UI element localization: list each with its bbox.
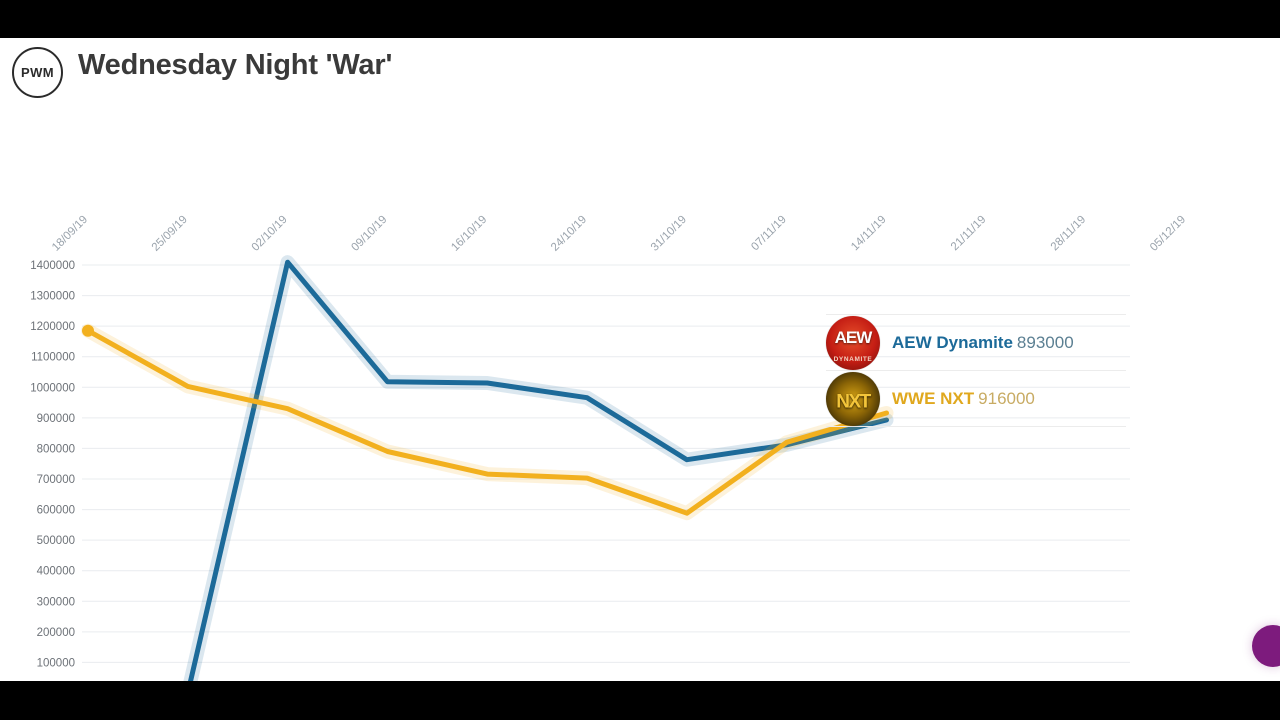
page-title: Wednesday Night 'War' xyxy=(78,49,393,81)
letterbox-top xyxy=(0,0,1280,38)
y-axis-tick-label: 1000000 xyxy=(30,382,75,394)
y-axis-tick-label: 900000 xyxy=(37,413,75,425)
legend-name-aew: AEW Dynamite xyxy=(892,332,1013,352)
legend-value-nxt: 916000 xyxy=(978,388,1035,408)
x-axis-tick-label: 21/11/19 xyxy=(949,214,989,254)
x-axis-tick-labels: 18/09/19 25/09/19 02/10/19 09/10/19 16/10/19… xyxy=(50,214,1188,254)
y-axis-tick-label: 1400000 xyxy=(30,260,75,272)
y-axis-tick-labels: 0100000200000300000400000500000600000700… xyxy=(30,260,75,669)
x-axis-tick-label: 31/10/19 xyxy=(649,214,689,254)
y-axis-tick-label: 400000 xyxy=(37,566,75,578)
aew-logo-icon: AEW DYNAMITE xyxy=(826,315,880,370)
line-chart-plot: 0100000200000300000400000500000600000700… xyxy=(0,100,1280,681)
letterbox-bottom xyxy=(0,681,1280,720)
y-axis-tick-label: 1300000 xyxy=(30,291,75,303)
y-axis-tick-label: 600000 xyxy=(37,505,75,517)
x-axis-tick-label: 18/09/19 xyxy=(50,214,90,254)
nxt-logo-glyph: NXT xyxy=(836,390,871,412)
aew-logo-subtext: DYNAMITE xyxy=(833,355,873,363)
legend-name-nxt: WWE NXT xyxy=(892,388,975,408)
legend-label-nxt: WWE NXT 916000 xyxy=(892,389,1035,409)
y-axis-tick-label: 200000 xyxy=(37,627,75,639)
x-axis-tick-label: 24/10/19 xyxy=(549,214,589,254)
x-axis-tick-label: 14/11/19 xyxy=(849,214,889,254)
nxt-logo-icon: NXT xyxy=(826,371,880,426)
corner-watermark-bubble xyxy=(1252,625,1280,667)
legend-label-aew: AEW Dynamite 893000 xyxy=(892,333,1074,353)
chart-header: PWM Wednesday Night 'War' xyxy=(0,38,1280,100)
y-axis-tick-label: 100000 xyxy=(37,657,75,669)
y-axis-tick-label: 300000 xyxy=(37,596,75,608)
pwm-logo-icon: PWM xyxy=(12,47,63,98)
legend-value-aew: 893000 xyxy=(1016,332,1074,352)
series-line-nxt xyxy=(85,328,889,516)
y-axis-tick-label: 800000 xyxy=(37,443,75,455)
x-axis-tick-label: 09/10/19 xyxy=(349,214,389,254)
chart-svg: 0100000200000300000400000500000600000700… xyxy=(30,214,1188,681)
chart-canvas: PWM Wednesday Night 'War' 01000002000003… xyxy=(0,38,1280,681)
series-start-marker-nxt xyxy=(82,324,94,337)
x-axis-tick-label: 25/09/19 xyxy=(150,214,190,254)
y-axis-tick-label: 1100000 xyxy=(31,352,75,364)
y-axis-tick-label: 1200000 xyxy=(30,321,75,333)
x-axis-tick-label: 28/11/19 xyxy=(1049,214,1089,254)
x-axis-tick-label: 02/10/19 xyxy=(250,214,290,254)
series-line-aew xyxy=(188,259,889,681)
chart-legend: AEW DYNAMITE AEW Dynamite 893000 NXT WWE … xyxy=(826,314,1126,427)
y-axis-tick-label: 700000 xyxy=(37,474,75,486)
aew-logo-glyph: AEW xyxy=(834,328,873,348)
pwm-logo-text: PWM xyxy=(21,65,54,80)
chart-gridlines xyxy=(82,264,1130,663)
legend-row-nxt[interactable]: NXT WWE NXT 916000 xyxy=(826,371,1126,427)
legend-row-aew[interactable]: AEW DYNAMITE AEW Dynamite 893000 xyxy=(826,314,1126,371)
chart-series-layer xyxy=(81,255,894,681)
x-axis-tick-label: 07/11/19 xyxy=(749,214,789,254)
x-axis-tick-label: 16/10/19 xyxy=(449,214,489,254)
y-axis-tick-label: 500000 xyxy=(37,535,75,547)
series-glow-nxt xyxy=(81,323,894,521)
x-axis-tick-label: 05/12/19 xyxy=(1148,214,1188,254)
